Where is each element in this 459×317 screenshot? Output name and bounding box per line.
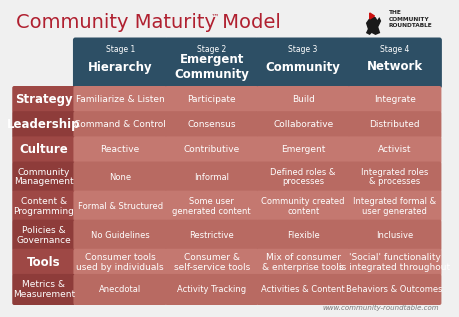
FancyBboxPatch shape [256, 86, 349, 113]
FancyBboxPatch shape [165, 111, 258, 139]
FancyBboxPatch shape [73, 111, 167, 139]
Text: Leadership: Leadership [7, 118, 80, 131]
Text: Stage 3: Stage 3 [288, 45, 317, 54]
FancyBboxPatch shape [255, 37, 350, 88]
FancyBboxPatch shape [165, 220, 258, 251]
Text: Community
Management: Community Management [14, 168, 73, 186]
Text: No Guidelines: No Guidelines [90, 231, 149, 240]
Text: Collaborative: Collaborative [273, 120, 333, 129]
FancyBboxPatch shape [73, 249, 167, 276]
Text: Community Maturity Model: Community Maturity Model [16, 13, 280, 32]
Text: Integrated roles
& processes: Integrated roles & processes [360, 168, 427, 186]
Text: Participate: Participate [187, 95, 235, 104]
Text: Build: Build [291, 95, 314, 104]
Text: Community: Community [265, 61, 340, 74]
FancyBboxPatch shape [165, 191, 258, 222]
Text: Defined roles &
processes: Defined roles & processes [270, 168, 335, 186]
FancyBboxPatch shape [73, 274, 167, 305]
FancyBboxPatch shape [347, 86, 441, 113]
Text: Distributed: Distributed [369, 120, 419, 129]
FancyBboxPatch shape [12, 86, 75, 113]
Polygon shape [369, 13, 374, 19]
Text: Contributive: Contributive [183, 146, 239, 154]
FancyBboxPatch shape [165, 86, 258, 113]
Text: Activities & Content: Activities & Content [261, 285, 344, 294]
FancyBboxPatch shape [73, 136, 167, 164]
Text: Restrictive: Restrictive [189, 231, 234, 240]
FancyBboxPatch shape [347, 111, 441, 139]
Text: Metrics &
Measurement: Metrics & Measurement [13, 280, 75, 299]
Text: Reactive: Reactive [101, 146, 140, 154]
Text: Culture: Culture [19, 144, 68, 157]
Text: Mix of consumer
& enterprise tools: Mix of consumer & enterprise tools [262, 253, 343, 272]
FancyBboxPatch shape [165, 136, 258, 164]
Text: Behaviors & Outcomes: Behaviors & Outcomes [346, 285, 442, 294]
FancyBboxPatch shape [12, 249, 75, 276]
Text: Activist: Activist [377, 146, 410, 154]
Text: Flexible: Flexible [286, 231, 319, 240]
Text: Policies &
Governance: Policies & Governance [17, 226, 71, 245]
Text: Emergent
Community: Emergent Community [174, 53, 249, 81]
FancyBboxPatch shape [347, 136, 441, 164]
FancyBboxPatch shape [256, 162, 349, 193]
FancyBboxPatch shape [347, 274, 441, 305]
Text: Some user
generated content: Some user generated content [172, 197, 251, 216]
Text: Integrated formal &
user generated: Integrated formal & user generated [353, 197, 435, 216]
Text: Emergent: Emergent [280, 146, 325, 154]
FancyBboxPatch shape [165, 162, 258, 193]
FancyBboxPatch shape [12, 274, 75, 305]
FancyBboxPatch shape [73, 37, 167, 88]
Text: None: None [109, 172, 131, 182]
FancyBboxPatch shape [12, 220, 75, 251]
FancyBboxPatch shape [256, 111, 349, 139]
FancyBboxPatch shape [12, 191, 75, 222]
FancyBboxPatch shape [12, 136, 75, 164]
Text: www.community-roundtable.com: www.community-roundtable.com [321, 305, 437, 311]
FancyBboxPatch shape [347, 162, 441, 193]
Text: Tools: Tools [27, 256, 61, 269]
FancyBboxPatch shape [256, 191, 349, 222]
Polygon shape [365, 17, 381, 35]
Text: THE
COMMUNITY
ROUNDTABLE: THE COMMUNITY ROUNDTABLE [388, 10, 431, 28]
Text: Stage 4: Stage 4 [379, 45, 409, 54]
FancyBboxPatch shape [12, 111, 75, 139]
FancyBboxPatch shape [347, 249, 441, 276]
FancyBboxPatch shape [256, 249, 349, 276]
FancyBboxPatch shape [347, 191, 441, 222]
FancyBboxPatch shape [73, 162, 167, 193]
FancyBboxPatch shape [256, 136, 349, 164]
Text: Consensus: Consensus [187, 120, 235, 129]
FancyBboxPatch shape [256, 274, 349, 305]
Text: Informal: Informal [194, 172, 229, 182]
FancyBboxPatch shape [73, 86, 167, 113]
Text: Command & Control: Command & Control [74, 120, 166, 129]
Text: Anecdotal: Anecdotal [99, 285, 141, 294]
FancyBboxPatch shape [73, 191, 167, 222]
Text: Consumer &
self-service tools: Consumer & self-service tools [173, 253, 249, 272]
Text: Familiarize & Listen: Familiarize & Listen [76, 95, 164, 104]
FancyBboxPatch shape [164, 37, 258, 88]
Text: ™: ™ [211, 13, 219, 22]
Text: Stage 2: Stage 2 [196, 45, 226, 54]
FancyBboxPatch shape [347, 37, 441, 88]
Text: Network: Network [366, 61, 422, 74]
FancyBboxPatch shape [165, 249, 258, 276]
FancyBboxPatch shape [73, 220, 167, 251]
Text: Integrate: Integrate [373, 95, 415, 104]
Text: Hierarchy: Hierarchy [88, 61, 152, 74]
Text: Consumer tools
used by individuals: Consumer tools used by individuals [76, 253, 163, 272]
Text: 'Social' functionality
is integrated throughout: 'Social' functionality is integrated thr… [338, 253, 449, 272]
Text: Content &
Programming: Content & Programming [13, 197, 74, 216]
Text: Inclusive: Inclusive [375, 231, 413, 240]
Text: Community created
content: Community created content [261, 197, 344, 216]
Text: Activity Tracking: Activity Tracking [177, 285, 246, 294]
FancyBboxPatch shape [256, 220, 349, 251]
FancyBboxPatch shape [12, 162, 75, 193]
Text: Stage 1: Stage 1 [105, 45, 134, 54]
Text: Formal & Structured: Formal & Structured [78, 202, 162, 211]
FancyBboxPatch shape [347, 220, 441, 251]
FancyBboxPatch shape [165, 274, 258, 305]
Text: Strategy: Strategy [15, 93, 73, 106]
